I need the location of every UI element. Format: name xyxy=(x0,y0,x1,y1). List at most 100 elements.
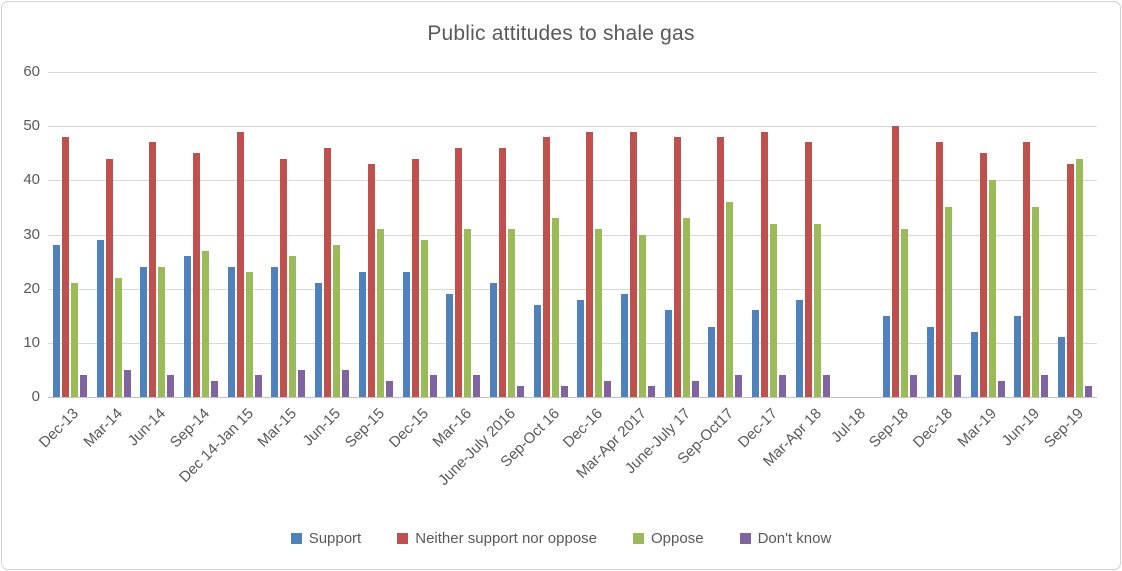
legend: Support Neither support nor oppose Oppose D… xyxy=(0,530,1122,547)
legend-label: Neither support nor oppose xyxy=(415,530,598,547)
bar-oppose xyxy=(901,229,909,397)
bar-oppose xyxy=(289,256,297,397)
bar-neither-support-nor-oppose xyxy=(192,153,200,397)
bar-support xyxy=(752,310,760,397)
legend-item: Don't know xyxy=(739,530,832,547)
bar-support xyxy=(271,267,279,397)
bar-support xyxy=(52,245,60,397)
bar-neither-support-nor-oppose xyxy=(324,147,332,397)
bar-don-t-know xyxy=(779,375,787,397)
bar-don-t-know xyxy=(123,369,131,397)
bar-oppose xyxy=(813,223,821,397)
bar-support xyxy=(795,299,803,397)
bar-oppose xyxy=(376,229,384,397)
bar-don-t-know xyxy=(254,375,262,397)
bar-support xyxy=(489,283,497,397)
bar-oppose xyxy=(595,229,603,397)
bar-oppose xyxy=(70,283,78,397)
bar-don-t-know xyxy=(473,375,481,397)
legend-label: Support xyxy=(308,530,362,547)
bar-oppose xyxy=(333,245,341,397)
gridline xyxy=(48,126,1097,128)
bar-don-t-know xyxy=(298,369,306,397)
bar-neither-support-nor-oppose xyxy=(411,158,419,397)
bar-support xyxy=(708,326,716,397)
bar-don-t-know xyxy=(1041,375,1049,397)
y-axis-labels: 0 10 20 30 40 50 60 xyxy=(0,0,40,571)
bar-support xyxy=(1014,315,1022,397)
bar-don-t-know xyxy=(954,375,962,397)
bar-support xyxy=(1058,337,1066,397)
bar-oppose xyxy=(682,218,690,397)
bar-don-t-know xyxy=(822,375,830,397)
bar-support xyxy=(402,272,410,397)
bar-oppose xyxy=(158,267,166,397)
bar-neither-support-nor-oppose xyxy=(1067,164,1075,397)
bar-oppose xyxy=(988,180,996,397)
bar-neither-support-nor-oppose xyxy=(892,126,900,397)
bar-neither-support-nor-oppose xyxy=(498,147,506,397)
bar-support xyxy=(183,256,191,397)
bar-neither-support-nor-oppose xyxy=(673,137,681,397)
bar-support xyxy=(883,315,891,397)
bar-don-t-know xyxy=(604,380,612,397)
bar-support xyxy=(140,267,148,397)
bar-support xyxy=(96,239,104,397)
bar-oppose xyxy=(201,250,209,397)
bar-support xyxy=(577,299,585,397)
legend-item: Support xyxy=(290,530,362,547)
bar-neither-support-nor-oppose xyxy=(455,147,463,397)
bar-support xyxy=(315,283,323,397)
bar-oppose xyxy=(726,202,734,397)
bar-don-t-know xyxy=(1085,386,1093,397)
bar-support xyxy=(970,332,978,397)
gridline xyxy=(48,234,1097,236)
legend-swatch-icon xyxy=(739,533,751,544)
y-tick-label: 30 xyxy=(23,225,40,243)
bar-oppose xyxy=(1076,158,1084,397)
bar-oppose xyxy=(1032,207,1040,397)
bar-don-t-know xyxy=(910,375,918,397)
bar-support xyxy=(227,267,235,397)
gridline xyxy=(48,180,1097,182)
y-tick-label: 40 xyxy=(23,171,40,189)
bar-don-t-know xyxy=(560,386,568,397)
bar-support xyxy=(621,294,629,397)
x-axis-line xyxy=(48,397,1097,398)
y-tick-label: 20 xyxy=(23,279,40,297)
bar-neither-support-nor-oppose xyxy=(542,137,550,397)
bar-oppose xyxy=(114,277,122,397)
bar-support xyxy=(927,326,935,397)
plot-area xyxy=(48,72,1097,398)
bar-oppose xyxy=(551,218,559,397)
bar-neither-support-nor-oppose xyxy=(280,158,288,397)
bar-neither-support-nor-oppose xyxy=(717,137,725,397)
bar-oppose xyxy=(245,272,253,397)
bar-support xyxy=(446,294,454,397)
bar-don-t-know xyxy=(79,375,87,397)
y-tick-label: 50 xyxy=(23,117,40,135)
bar-don-t-know xyxy=(516,386,524,397)
y-tick-label: 10 xyxy=(23,333,40,351)
bar-neither-support-nor-oppose xyxy=(936,142,944,397)
legend-item: Neither support nor oppose xyxy=(397,530,597,547)
bar-don-t-know xyxy=(691,380,699,397)
bar-neither-support-nor-oppose xyxy=(804,142,812,397)
bar-don-t-know xyxy=(429,375,437,397)
bar-support xyxy=(664,310,672,397)
gridline xyxy=(48,72,1097,73)
bar-neither-support-nor-oppose xyxy=(1023,142,1031,397)
gridline xyxy=(48,288,1097,290)
bar-oppose xyxy=(507,229,515,397)
bar-oppose xyxy=(945,207,953,397)
bar-neither-support-nor-oppose xyxy=(236,131,244,397)
bar-neither-support-nor-oppose xyxy=(149,142,157,397)
bar-don-t-know xyxy=(342,369,350,397)
bar-neither-support-nor-oppose xyxy=(586,131,594,397)
legend-swatch-icon xyxy=(290,533,302,544)
legend-label: Don't know xyxy=(757,530,832,547)
bar-neither-support-nor-oppose xyxy=(105,158,113,397)
legend-swatch-icon xyxy=(633,533,645,544)
bar-oppose xyxy=(639,234,647,397)
bar-don-t-know xyxy=(735,375,743,397)
